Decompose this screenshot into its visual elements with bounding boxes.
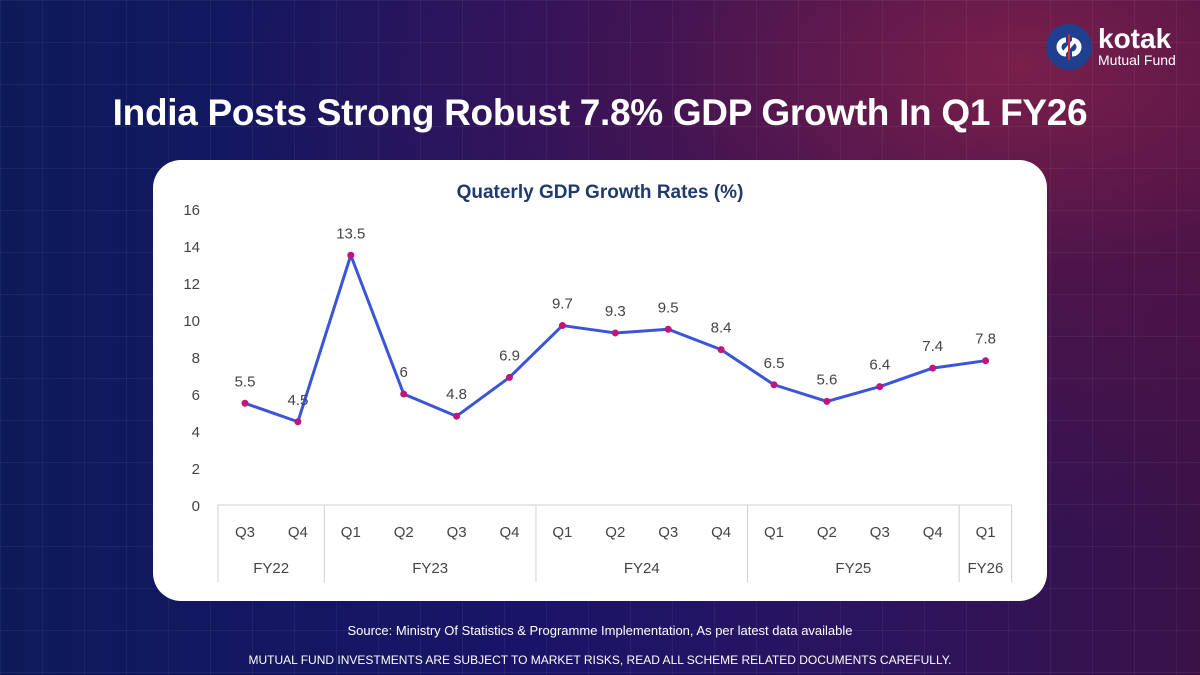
y-tick-label: 6 bbox=[192, 387, 200, 404]
data-point bbox=[770, 381, 778, 389]
data-label: 6.5 bbox=[764, 355, 785, 372]
x-tick-label: Q1 bbox=[552, 524, 572, 541]
y-tick-label: 10 bbox=[183, 313, 200, 330]
data-label: 9.5 bbox=[658, 299, 679, 316]
x-tick-label: Q3 bbox=[658, 524, 678, 541]
gdp-series-line bbox=[244, 253, 986, 424]
x-group-label: FY25 bbox=[835, 560, 871, 577]
x-tick-label: Q4 bbox=[499, 524, 519, 541]
brand-name: kotak bbox=[1098, 23, 1172, 54]
x-group-label: FY23 bbox=[412, 560, 448, 577]
x-tick-label: Q2 bbox=[817, 524, 837, 541]
x-tick-label: Q4 bbox=[923, 524, 943, 541]
data-label: 13.5 bbox=[336, 225, 365, 242]
data-point bbox=[294, 418, 302, 426]
kotak-logo: kotak Mutual Fund bbox=[1046, 24, 1176, 70]
data-label: 4.5 bbox=[287, 392, 308, 409]
x-group-label: FY26 bbox=[967, 560, 1003, 577]
y-tick-label: 4 bbox=[192, 424, 200, 441]
kotak-logo-icon bbox=[1046, 24, 1092, 70]
data-label: 5.5 bbox=[235, 373, 256, 390]
data-point bbox=[400, 390, 408, 398]
x-tick-label: Q3 bbox=[235, 524, 255, 541]
data-point bbox=[717, 346, 725, 354]
x-group-label: FY22 bbox=[253, 560, 289, 577]
x-tick-label: Q2 bbox=[605, 524, 625, 541]
headline: India Posts Strong Robust 7.8% GDP Growt… bbox=[112, 92, 1088, 133]
data-point bbox=[664, 325, 672, 333]
data-point bbox=[558, 322, 566, 330]
y-tick-label: 2 bbox=[192, 461, 200, 478]
x-group-label: FY24 bbox=[624, 560, 660, 577]
y-tick-label: 8 bbox=[192, 350, 200, 367]
data-label: 5.6 bbox=[816, 371, 837, 388]
chart-title: Quaterly GDP Growth Rates (%) bbox=[457, 182, 744, 203]
data-point bbox=[876, 383, 884, 391]
y-tick-label: 0 bbox=[192, 498, 200, 515]
x-tick-label: Q4 bbox=[288, 524, 308, 541]
brand-sub: Mutual Fund bbox=[1098, 52, 1176, 68]
y-tick-label: 14 bbox=[183, 239, 200, 256]
data-label: 8.4 bbox=[711, 320, 732, 337]
data-point bbox=[929, 364, 937, 372]
data-label: 4.8 bbox=[446, 386, 467, 403]
data-label: 9.3 bbox=[605, 303, 626, 320]
data-point bbox=[506, 373, 513, 381]
x-tick-label: Q1 bbox=[764, 524, 784, 541]
x-tick-label: Q1 bbox=[341, 524, 361, 541]
x-tick-label: Q4 bbox=[711, 524, 731, 541]
data-label: 6.9 bbox=[499, 347, 520, 364]
y-tick-label: 16 bbox=[183, 202, 200, 219]
x-tick-label: Q3 bbox=[447, 524, 467, 541]
source-note: Source: Ministry Of Statistics & Program… bbox=[347, 623, 853, 638]
x-tick-label: Q2 bbox=[394, 524, 414, 541]
data-label: 6.4 bbox=[869, 357, 890, 374]
data-label: 7.8 bbox=[975, 331, 996, 348]
data-label: 6 bbox=[400, 364, 408, 381]
data-point bbox=[823, 397, 831, 405]
data-point bbox=[347, 251, 355, 259]
data-point bbox=[453, 412, 461, 420]
disclaimer: MUTUAL FUND INVESTMENTS ARE SUBJECT TO M… bbox=[248, 653, 952, 667]
y-tick-label: 12 bbox=[183, 276, 200, 293]
data-point bbox=[982, 357, 990, 365]
data-label: 9.7 bbox=[552, 296, 573, 313]
data-point bbox=[241, 399, 249, 407]
data-label: 7.4 bbox=[922, 338, 943, 355]
x-tick-label: Q1 bbox=[976, 524, 996, 541]
data-point bbox=[611, 329, 619, 337]
x-tick-label: Q3 bbox=[870, 524, 890, 541]
